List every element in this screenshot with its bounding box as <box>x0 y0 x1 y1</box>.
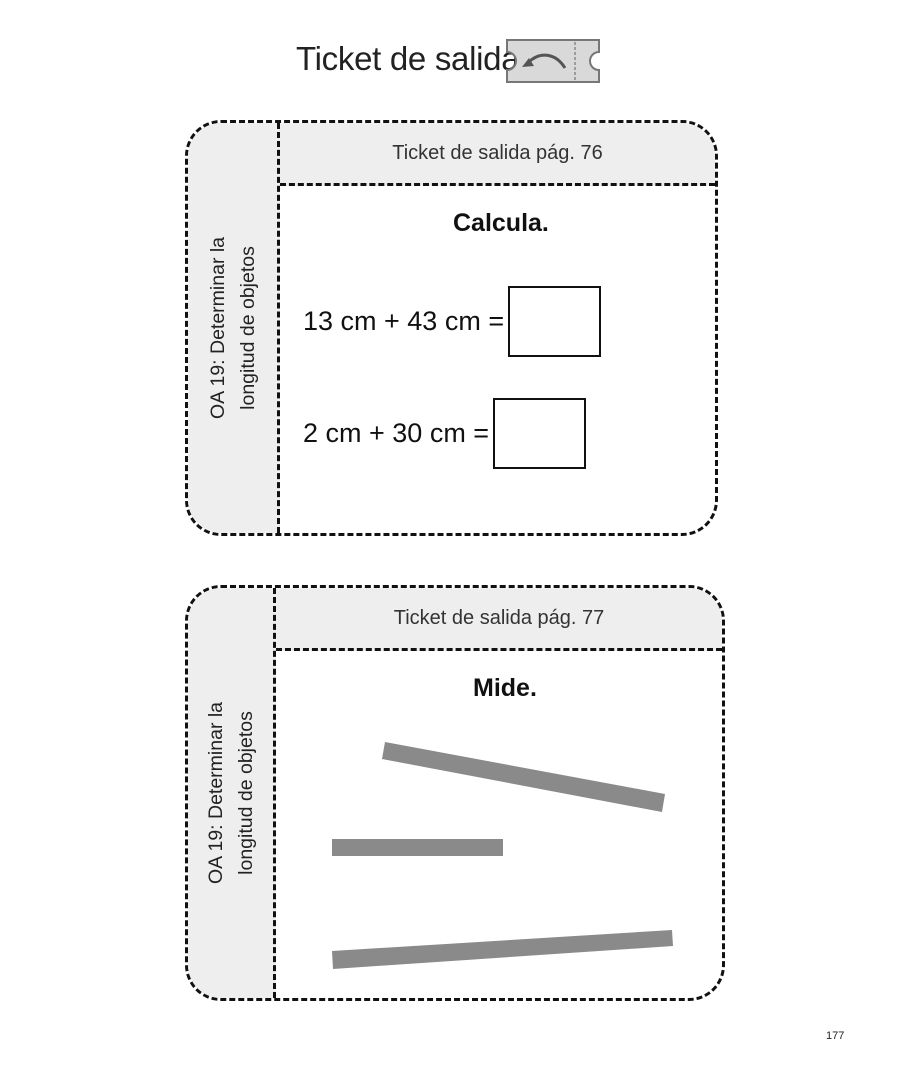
instruction-mide: Mide. <box>473 674 537 702</box>
measure-bars <box>332 742 673 969</box>
answer-box[interactable] <box>508 286 602 357</box>
measure-bar-3 <box>332 930 673 969</box>
instruction-calcula: Calcula. <box>453 209 549 237</box>
equation-text: 13 cm + 43 cm = <box>303 306 505 336</box>
card-heading: Ticket de salida pág. 77 <box>276 588 722 651</box>
objective-label-line-1: OA 19: Determinar la <box>206 236 229 420</box>
equation-1: 13 cm + 43 cm = <box>303 286 602 357</box>
exit-ticket-card-77: OA 19: Determinar la longitud de objetos… <box>185 585 725 1001</box>
objective-side-panel: OA 19: Determinar la longitud de objetos <box>188 123 280 533</box>
objective-label-line-2: longitud de objetos <box>236 246 259 410</box>
page-number: 177 <box>826 1030 845 1042</box>
objective-label: OA 19: Determinar la longitud de objetos <box>203 148 263 508</box>
objective-side-panel: OA 19: Determinar la longitud de objetos <box>188 588 276 998</box>
ticket-return-icon <box>506 39 600 83</box>
measure-bar-1 <box>382 742 665 812</box>
page-title: Ticket de salida <box>296 40 520 77</box>
equation-2: 2 cm + 30 cm = <box>303 398 587 469</box>
answer-box[interactable] <box>493 398 587 469</box>
exit-ticket-card-76: OA 19: Determinar la longitud de objetos… <box>185 120 718 536</box>
equation-text: 2 cm + 30 cm = <box>303 418 490 448</box>
measure-bar-2 <box>332 839 503 856</box>
card-heading: Ticket de salida pág. 76 <box>280 123 715 186</box>
